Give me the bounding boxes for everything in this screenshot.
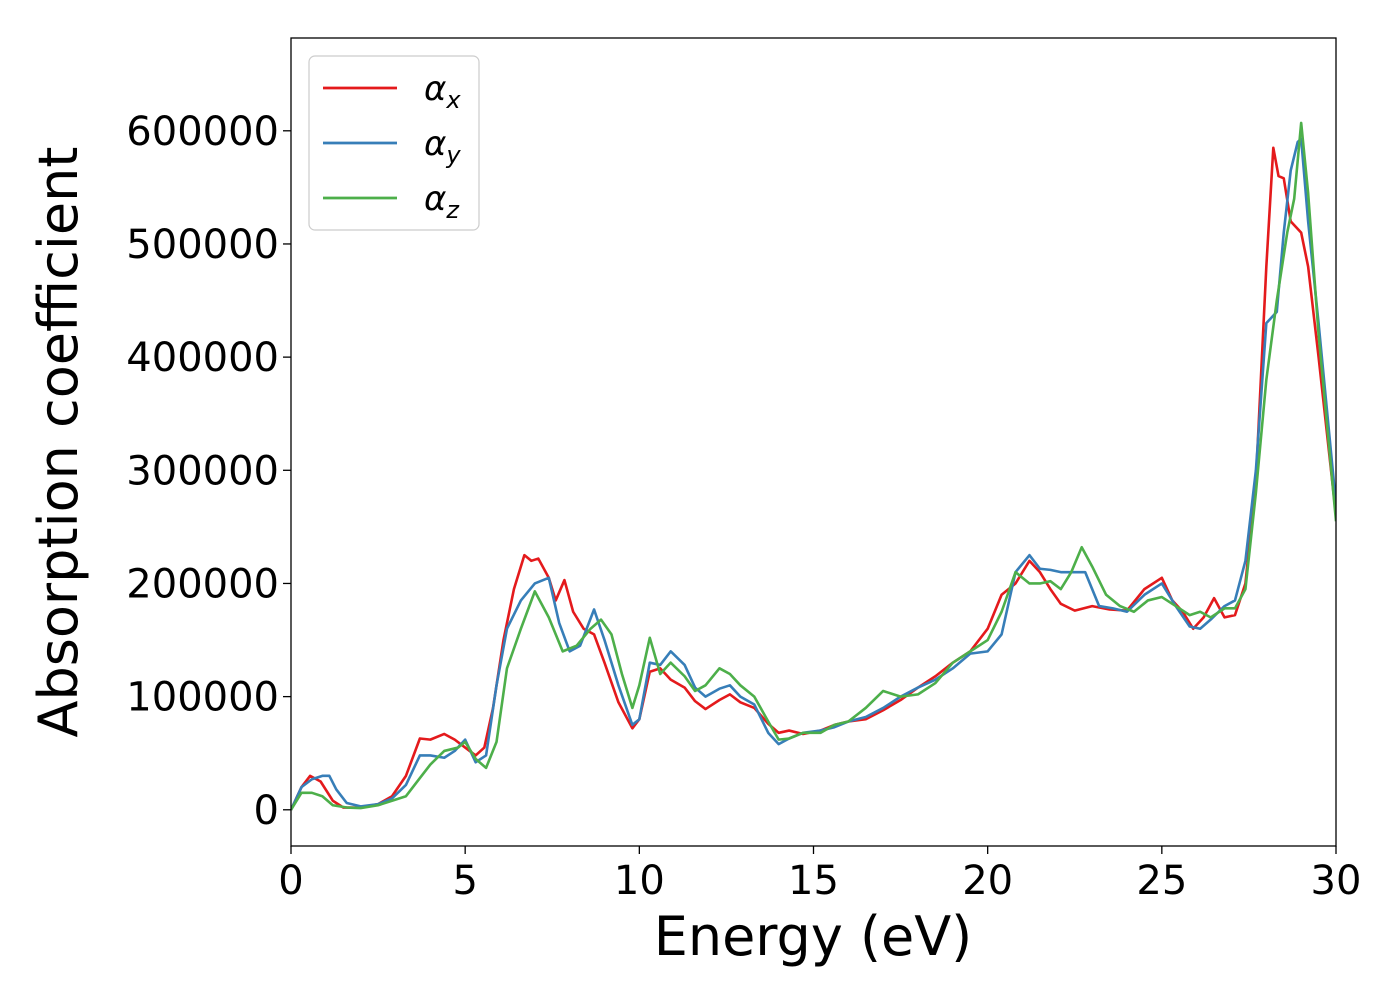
- x-tick-label: 0: [278, 858, 303, 904]
- y-tick-label: 400000: [126, 335, 279, 381]
- y-tick-label: 300000: [126, 448, 279, 494]
- series-line-x: [291, 146, 1336, 811]
- y-tick-label: 500000: [126, 222, 279, 268]
- x-tick-label: 25: [1136, 858, 1187, 904]
- y-tick-label: 100000: [126, 675, 279, 721]
- x-tick-label: 30: [1311, 858, 1362, 904]
- legend-subscript-x: x: [445, 86, 461, 114]
- x-axis-title: Energy (eV): [654, 905, 973, 968]
- series-layer: [291, 121, 1336, 811]
- y-axis-title: Absorption coefficient: [27, 147, 90, 738]
- axis-layer: 0 5 10 15 20 25 30 0 100000 200000 300000 400000 500…: [126, 109, 1361, 904]
- series-line-z: [291, 121, 1336, 811]
- series-line-y: [291, 137, 1336, 811]
- legend-subscript-y: y: [445, 141, 461, 169]
- x-tick-label: 15: [788, 858, 839, 904]
- x-tick-label: 10: [614, 858, 665, 904]
- x-tick-label: 5: [452, 858, 477, 904]
- y-tick-label: 200000: [126, 561, 279, 607]
- x-tick-label: 20: [962, 858, 1013, 904]
- y-tick-label: 600000: [126, 109, 279, 155]
- legend-subscript-z: z: [445, 196, 460, 224]
- y-tick-label: 0: [254, 788, 279, 834]
